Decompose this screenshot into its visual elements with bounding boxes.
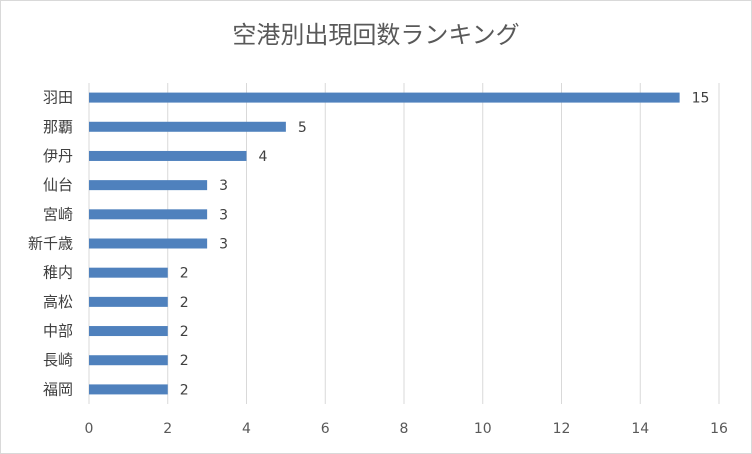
bar <box>89 267 168 278</box>
x-tick-label: 8 <box>400 421 409 437</box>
x-tick-label: 10 <box>474 421 492 437</box>
category-label: 新千歳 <box>28 235 73 253</box>
bar <box>89 150 247 161</box>
chart-title: 空港別出現回数ランキング <box>232 21 520 49</box>
bar <box>89 296 168 307</box>
category-label: 高松 <box>43 293 73 311</box>
category-label: 仙台 <box>43 176 73 194</box>
bar <box>89 238 208 249</box>
bar <box>89 355 168 366</box>
category-label: 長崎 <box>43 351 73 369</box>
category-label: 稚内 <box>43 264 73 282</box>
data-label: 2 <box>180 324 189 340</box>
x-tick-label: 4 <box>242 421 251 437</box>
data-label: 3 <box>219 178 228 194</box>
bar <box>89 209 208 220</box>
data-label: 3 <box>219 207 228 223</box>
bar <box>89 92 680 103</box>
data-label: 2 <box>180 382 189 398</box>
category-label: 宮崎 <box>43 205 73 223</box>
x-tick-label: 16 <box>710 421 728 437</box>
x-tick-label: 14 <box>631 421 649 437</box>
data-label: 4 <box>259 149 268 165</box>
category-label: 羽田 <box>43 89 73 107</box>
category-label: 中部 <box>43 322 73 340</box>
category-label: 那覇 <box>43 118 73 136</box>
bar <box>89 326 168 337</box>
x-tick-label: 12 <box>553 421 571 437</box>
bar <box>89 384 168 395</box>
x-tick-label: 0 <box>85 421 94 437</box>
x-tick-label: 2 <box>163 421 172 437</box>
data-label: 2 <box>180 353 189 369</box>
category-label: 伊丹 <box>43 147 73 165</box>
data-label: 5 <box>298 120 307 136</box>
data-label: 3 <box>219 237 228 253</box>
data-label: 15 <box>692 91 710 107</box>
data-label: 2 <box>180 266 189 282</box>
category-label: 福岡 <box>43 380 73 398</box>
data-label: 2 <box>180 295 189 311</box>
bar <box>89 121 286 132</box>
x-tick-label: 6 <box>321 421 330 437</box>
bar <box>89 180 208 191</box>
